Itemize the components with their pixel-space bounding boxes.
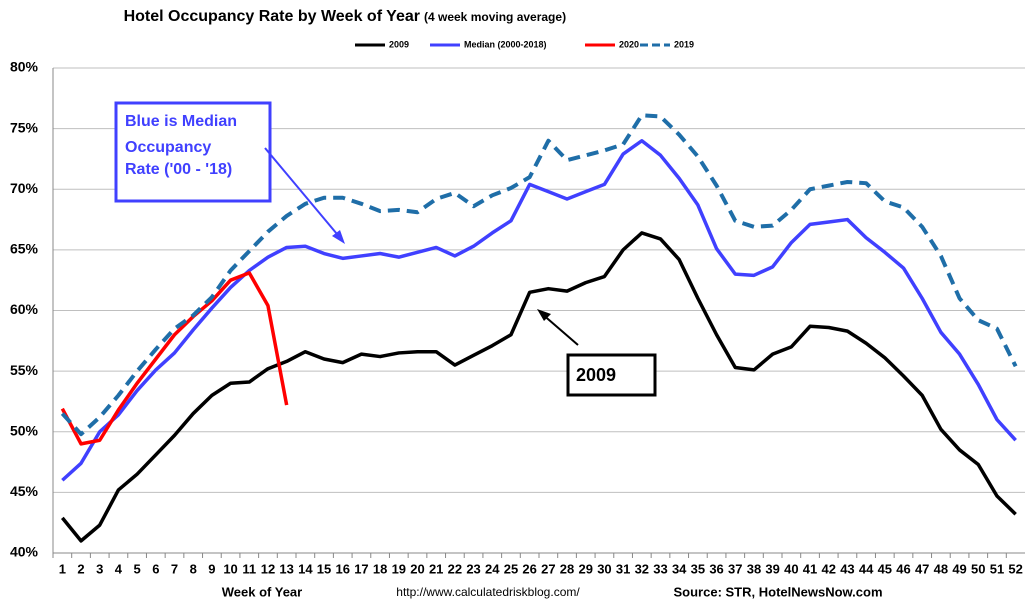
x-tick-label: 39: [765, 561, 779, 576]
x-axis-label: Week of Year: [222, 584, 302, 599]
x-tick-label: 7: [171, 561, 178, 576]
x-tick-label: 12: [261, 561, 275, 576]
x-tick-label: 31: [616, 561, 630, 576]
x-tick-label: 52: [1008, 561, 1022, 576]
x-tick-label: 35: [691, 561, 705, 576]
x-tick-label: 4: [115, 561, 123, 576]
x-tick-label: 3: [96, 561, 103, 576]
x-tick-label: 5: [133, 561, 140, 576]
x-tick-label: 41: [803, 561, 817, 576]
x-tick-label: 13: [279, 561, 293, 576]
series-line: [61, 139, 1017, 482]
y-tick-label: 45%: [10, 483, 39, 499]
annotation-text: Blue is Median: [125, 113, 237, 130]
chart-subtitle: (4 week moving average): [424, 10, 566, 24]
x-tick-label: 20: [410, 561, 424, 576]
annotation-text: 2009: [576, 365, 616, 385]
x-tick-label: 38: [747, 561, 761, 576]
legend-label: 2009: [389, 39, 409, 49]
x-tick-label: 42: [821, 561, 835, 576]
x-tick-label: 29: [578, 561, 592, 576]
x-tick-label: 32: [635, 561, 649, 576]
y-tick-label: 80%: [10, 59, 39, 75]
y-tick-label: 50%: [10, 422, 39, 438]
annotation-box: [114, 101, 272, 203]
annotation-box: [566, 353, 657, 397]
x-tick-label: 8: [190, 561, 197, 576]
x-tick-label: 24: [485, 561, 500, 576]
x-tick-label: 45: [878, 561, 892, 576]
x-tick-label: 49: [952, 561, 966, 576]
x-tick-label: 30: [597, 561, 611, 576]
y-tick-label: 65%: [10, 241, 39, 257]
series-line: [60, 271, 289, 446]
x-tick-label: 50: [971, 561, 985, 576]
x-tick-label: 15: [317, 561, 331, 576]
x-tick-label: 10: [223, 561, 237, 576]
annotation-text: Rate ('00 - '18): [125, 161, 232, 178]
annotation-text: Occupancy: [125, 139, 211, 156]
x-tick-label: 47: [915, 561, 929, 576]
x-tick-label: 43: [840, 561, 854, 576]
x-tick-label: 26: [522, 561, 536, 576]
source-note: Source: STR, HotelNewsNow.com: [674, 584, 883, 599]
x-tick-label: 6: [152, 561, 159, 576]
arrow-head: [332, 230, 345, 244]
x-tick-label: 11: [242, 561, 256, 576]
x-tick-label: 27: [541, 561, 555, 576]
x-tick-label: 9: [208, 561, 215, 576]
url-note: http://www.calculatedriskblog.com/: [396, 585, 580, 599]
x-tick-label: 25: [504, 561, 518, 576]
arrow-head: [537, 309, 551, 321]
x-tick-label: 2: [77, 561, 84, 576]
annotation-arrow: [540, 312, 579, 346]
annotation-2009: 2009: [537, 309, 657, 397]
x-tick-label: 46: [896, 561, 910, 576]
x-tick-label: 36: [709, 561, 723, 576]
annotation-arrow: [264, 147, 343, 241]
x-tick-label: 44: [859, 561, 874, 576]
x-tick-label: 34: [672, 561, 687, 576]
y-tick-label: 60%: [10, 301, 39, 317]
legend-label: 2020: [619, 39, 639, 49]
x-tick-label: 14: [298, 561, 313, 576]
y-tick-label: 70%: [10, 180, 39, 196]
x-tick-label: 17: [354, 561, 368, 576]
x-tick-label: 23: [466, 561, 480, 576]
x-tick-label: 19: [392, 561, 406, 576]
x-tick-label: 48: [934, 561, 948, 576]
x-tick-label: 1: [59, 561, 66, 576]
x-tick-label: 37: [728, 561, 742, 576]
legend-label: Median (2000-2018): [464, 39, 547, 49]
y-tick-label: 55%: [10, 362, 39, 378]
x-tick-label: 21: [429, 561, 443, 576]
y-tick-label: 40%: [10, 544, 39, 560]
x-tick-label: 51: [990, 561, 1004, 576]
x-tick-label: 33: [653, 561, 667, 576]
x-tick-label: 18: [373, 561, 387, 576]
x-tick-label: 40: [784, 561, 798, 576]
legend-label: 2019: [674, 39, 694, 49]
x-tick-label: 16: [335, 561, 349, 576]
annotation-median: Blue is Median Occupancy Rate ('00 - '18…: [114, 101, 345, 244]
x-tick-label: 28: [560, 561, 574, 576]
x-tick-label: 22: [448, 561, 462, 576]
y-tick-label: 75%: [10, 119, 39, 135]
chart-title: Hotel Occupancy Rate by Week of Year: [124, 8, 420, 25]
series-line: [60, 231, 1017, 543]
series-line: [60, 113, 1018, 437]
